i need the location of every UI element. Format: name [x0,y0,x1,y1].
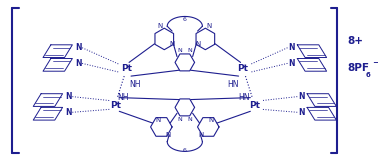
Text: N: N [187,117,192,122]
Text: N: N [209,117,214,123]
Text: N: N [65,108,72,117]
Text: Pt: Pt [110,101,121,110]
Text: N: N [178,48,182,53]
Text: Pt: Pt [249,101,260,110]
Text: N: N [207,23,212,29]
Text: N: N [288,59,295,68]
Text: HN: HN [227,80,239,89]
Text: Pt: Pt [237,64,248,73]
Text: N: N [75,59,82,68]
Text: NH: NH [129,80,141,89]
Text: N: N [298,92,304,101]
Text: N: N [298,108,304,117]
Text: N: N [169,41,175,47]
Text: N: N [199,132,204,138]
Text: 6: 6 [183,148,187,153]
Text: N: N [187,48,192,53]
Text: 6: 6 [366,72,370,78]
Text: N: N [178,117,182,122]
Text: N: N [75,43,82,52]
Text: Pt: Pt [122,64,133,73]
Text: N: N [166,132,171,138]
Text: 8+: 8+ [347,36,363,46]
Text: N: N [156,117,161,123]
Text: N: N [288,43,295,52]
Text: N: N [158,23,163,29]
Text: 6: 6 [183,17,187,22]
Text: −: − [373,58,378,67]
Text: NH: NH [118,93,129,102]
Text: 8PF: 8PF [347,63,369,73]
Text: N: N [65,92,72,101]
Text: N: N [195,41,200,47]
Text: HN: HN [239,93,250,102]
